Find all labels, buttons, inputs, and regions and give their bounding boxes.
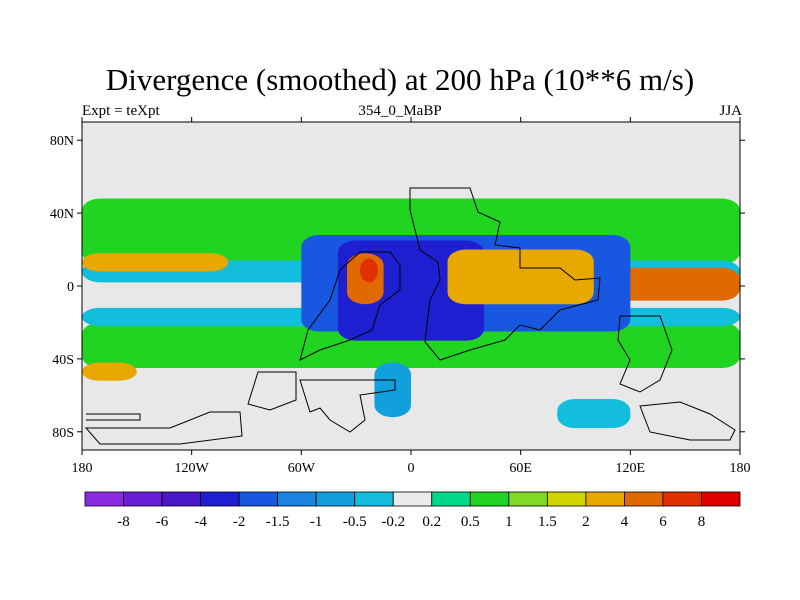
lon-tick-label: 120W [175,461,210,476]
colorbar-swatch [662,491,702,507]
field-region-12 [557,398,631,429]
colorbar-swatch [624,491,664,507]
center-string: 354_0_MaBP [358,103,442,119]
colorbar-swatch [123,491,163,507]
colorbar-swatch [431,491,471,507]
field-region-1 [82,322,740,368]
colorbar-label: 1 [505,514,513,530]
colorbar-swatch [508,491,548,507]
longitude-axis: 180 120W 60W 0 60E 120E 180 [72,117,751,476]
lat-tick-label: 80N [50,134,74,149]
colorbar-label: 6 [659,514,667,530]
colorbar-label: 8 [698,514,706,530]
lon-tick-label: 120E [616,461,646,476]
lat-tick-label: 40N [50,207,74,222]
lat-tick-label: 80S [52,426,74,441]
colorbar-label: -8 [117,514,130,530]
colorbar-swatch [238,491,279,507]
colorbar-swatch [701,491,741,507]
colorbar-label: -0.5 [343,514,367,530]
colorbar-label: 0.2 [422,514,441,530]
lat-tick-label: 0 [67,280,74,295]
field-region-10 [359,258,379,283]
colorbar-label: 2 [582,514,590,530]
colorbar-label: -4 [194,514,207,530]
colorbar-label: -2 [233,514,246,530]
colorbar-label: 1.5 [538,514,557,530]
colorbar-swatch [161,491,201,507]
right-string: JJA [719,103,742,119]
colorbar-label: -1 [310,514,323,530]
colorbar-swatch [469,491,510,507]
lon-tick-label: 180 [730,461,751,476]
colorbar-swatch [277,491,317,507]
colorbar-label: 0.5 [461,514,480,530]
divergence-field [82,198,740,429]
colorbar-swatch [392,491,433,507]
coastline-outline [84,187,736,445]
field-region-4 [82,253,229,272]
plot-title: Divergence (smoothed) at 200 hPa (10**6 … [105,62,695,97]
colorbar-swatch [200,491,240,507]
colorbar-swatch [585,491,625,507]
lon-tick-label: 180 [72,461,93,476]
lon-tick-label: 0 [408,461,415,476]
colorbar-label: -6 [156,514,169,530]
colorbar-label: 4 [621,514,629,530]
colorbar-swatch [354,491,394,507]
left-string: Expt = teXpt [82,103,160,119]
latitude-axis: 80N 40N 0 40S 80S [50,134,745,441]
colorbar: -8 -6 -4 -2 -1.5 -1 -0.5 -0.2 0.2 0.5 1 1.5 2 4 6 8 [84,491,741,530]
colorbar-swatch [546,491,587,507]
colorbar-swatch [315,491,356,507]
colorbar-swatch [84,491,124,507]
field-region-8 [447,249,594,305]
lon-tick-label: 60E [509,461,532,476]
lat-tick-label: 40S [52,353,74,368]
field-region-13 [82,362,137,381]
colorbar-label: -0.2 [381,514,405,530]
lon-tick-label: 60W [288,461,316,476]
colorbar-label: -1.5 [266,514,290,530]
